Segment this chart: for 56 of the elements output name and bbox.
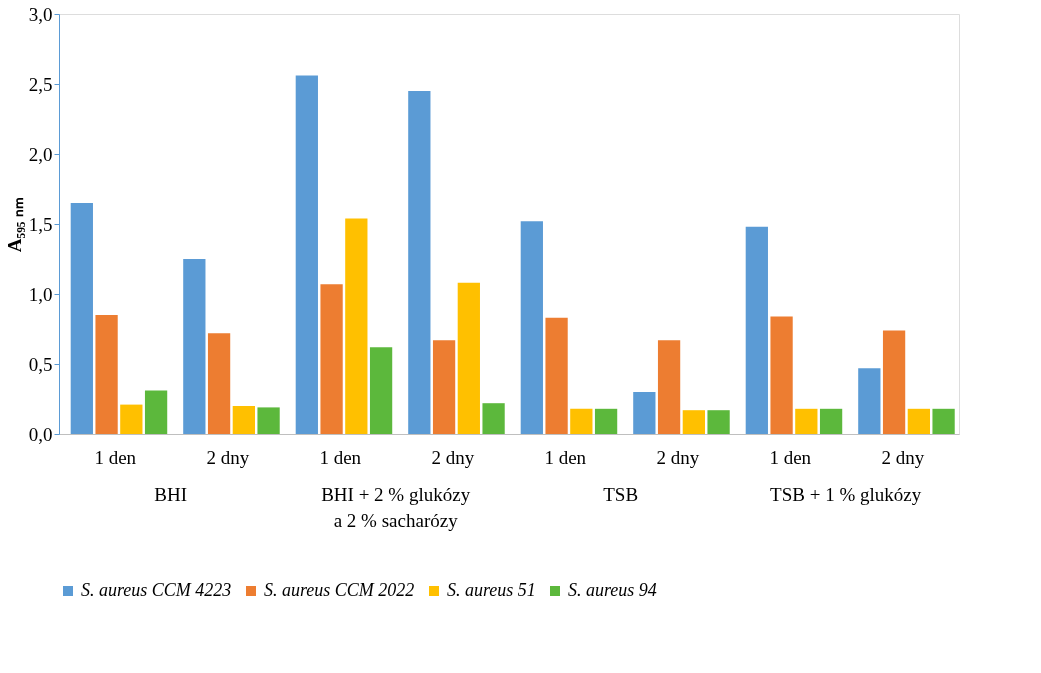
bar xyxy=(545,317,568,434)
bar xyxy=(657,340,681,434)
y-tick-label: 1,0 xyxy=(28,283,53,305)
y-tick-label: 0,5 xyxy=(28,353,53,375)
x-tick-label: 2 dny xyxy=(656,446,700,468)
x-tick-label: 2 dny xyxy=(881,446,925,468)
text: TSB xyxy=(603,484,639,505)
text: BHI xyxy=(154,484,188,505)
bar xyxy=(570,408,593,434)
y-tick-label: 3,0 xyxy=(28,3,53,25)
text: TSB + 1 % glukózy xyxy=(770,484,922,505)
bar xyxy=(819,408,843,434)
bar xyxy=(520,221,543,434)
bar xyxy=(907,408,930,434)
y-tick-label: 2,5 xyxy=(28,73,53,95)
legend-label: S. aureus CCM 4223 xyxy=(81,580,232,600)
legend-label: S. aureus 94 xyxy=(568,580,657,600)
bar xyxy=(882,330,906,434)
bar xyxy=(432,340,456,434)
bar xyxy=(932,408,955,434)
bar xyxy=(408,91,431,434)
y-axis-title: A₅₉₅ ₙₘ xyxy=(3,196,25,253)
bar xyxy=(144,390,168,434)
y-tick-label: 0,0 xyxy=(28,423,53,445)
y-tick-label: 1,5 xyxy=(28,213,53,235)
bar xyxy=(120,404,143,434)
bar xyxy=(482,403,505,434)
x-tick-label: 1 den xyxy=(94,446,137,468)
bar xyxy=(369,347,393,434)
text: BHI + 2 % glukózy a 2 % sacharózy xyxy=(321,484,471,531)
bar xyxy=(770,316,793,434)
bar xyxy=(257,407,280,434)
bar xyxy=(295,75,318,434)
bar xyxy=(633,392,656,434)
bar xyxy=(232,406,255,434)
bar xyxy=(795,408,818,434)
x-tick-label: 2 dny xyxy=(431,446,475,468)
bar xyxy=(745,226,768,434)
bar xyxy=(183,259,206,434)
bar xyxy=(95,315,118,434)
x-tick-label: 2 dny xyxy=(206,446,250,468)
x-tick-label: 1 den xyxy=(319,446,362,468)
bar xyxy=(345,218,368,434)
bar xyxy=(682,410,705,434)
bar xyxy=(457,282,480,434)
y-tick-label: 2,0 xyxy=(28,143,53,165)
bar xyxy=(70,203,93,434)
bar xyxy=(858,368,881,434)
legend-label: S. aureus 51 xyxy=(447,580,536,600)
bar xyxy=(707,410,730,434)
x-tick-label: 1 den xyxy=(769,446,812,468)
x-tick-label: 1 den xyxy=(544,446,587,468)
bar xyxy=(207,333,231,434)
bar xyxy=(594,408,618,434)
legend-label: S. aureus CCM 2022 xyxy=(264,580,415,600)
bar xyxy=(320,284,343,434)
